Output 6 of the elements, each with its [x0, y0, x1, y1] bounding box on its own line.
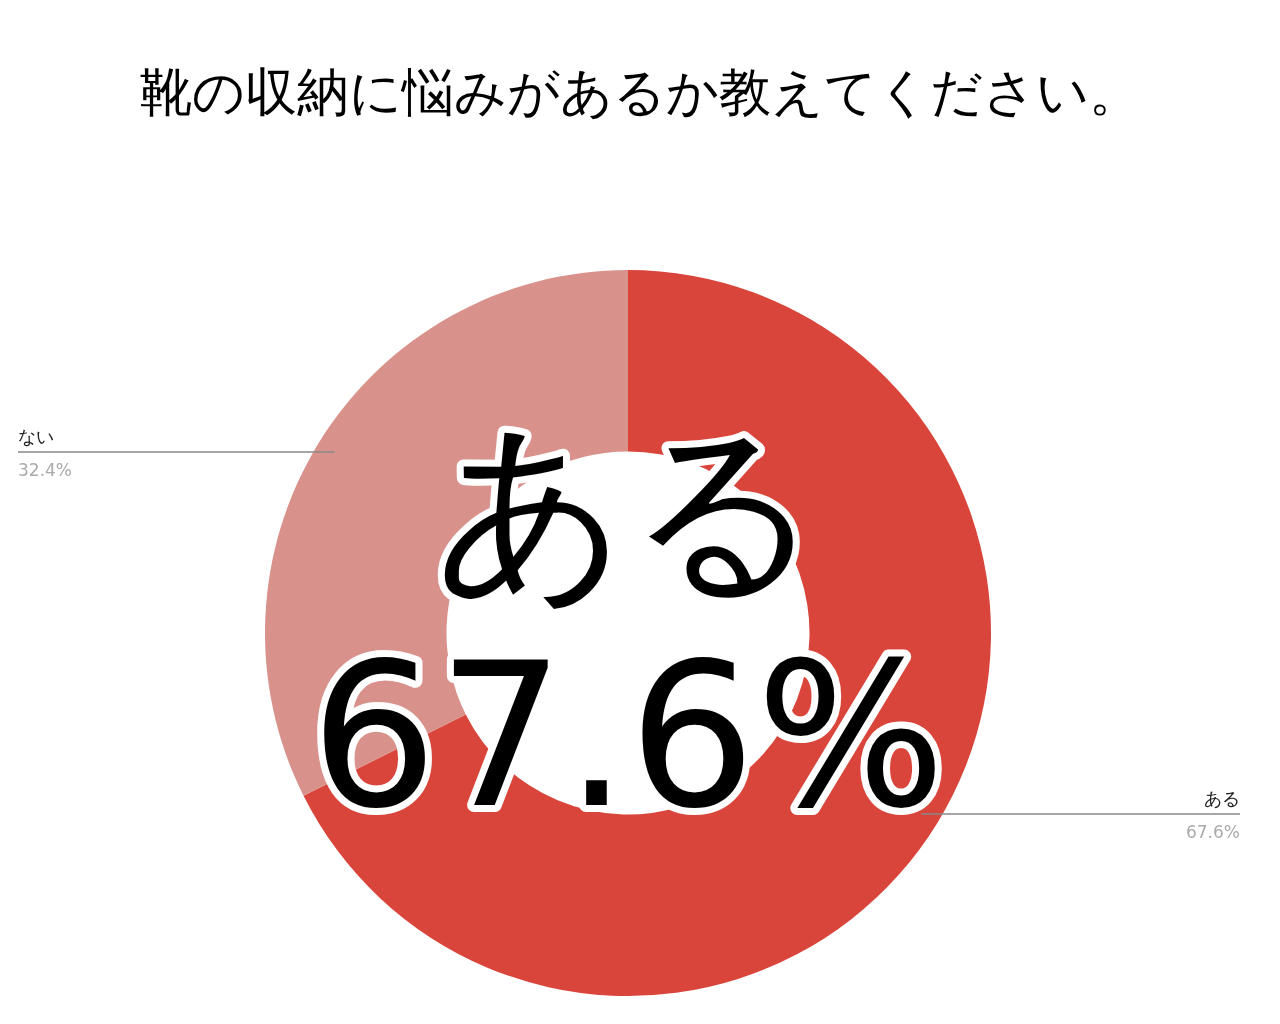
text: 67.6% [310, 619, 946, 852]
data-label: 67.6% [1185, 822, 1240, 843]
chart-title: 靴の収納に悩みがあるか教えてください。 [139, 62, 1141, 122]
slice-label: ある [1204, 788, 1240, 810]
slice-label: ない [18, 425, 54, 447]
data-label: 32.4% [18, 459, 73, 480]
